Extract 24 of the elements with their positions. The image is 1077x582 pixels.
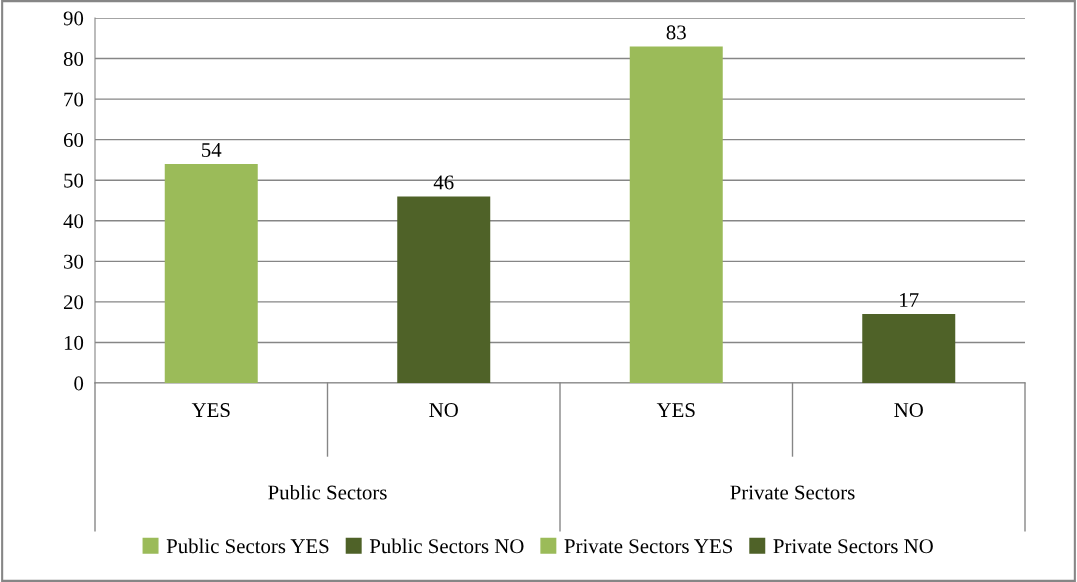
y-tick-label: 10 — [64, 335, 84, 350]
legend-label: Public Sectors NO — [369, 538, 524, 554]
data-label: 17 — [900, 293, 919, 307]
data-label: 83 — [666, 25, 686, 40]
data-label: 46 — [433, 175, 454, 190]
x-tick-label: NO — [894, 403, 923, 418]
data-label: 54 — [202, 143, 222, 157]
y-tick-label: 40 — [63, 214, 84, 229]
text: Public Sectors — [268, 484, 387, 500]
y-tick-label: 70 — [64, 92, 84, 107]
y-tick-label: 20 — [63, 295, 84, 310]
y-tick-label: 90 — [63, 11, 84, 26]
legend-label: Private Sectors NO — [773, 539, 933, 554]
legend-label: Private Sectors YES — [564, 539, 733, 554]
y-tick-label: 50 — [64, 173, 84, 188]
y-tick-label: 30 — [64, 254, 84, 269]
legend-label: Public Sectors YES — [166, 538, 329, 554]
y-tick-label: 60 — [63, 133, 84, 148]
x-tick-label: YES — [191, 403, 230, 418]
x-tick-label: YES — [656, 403, 695, 418]
text: Private Sectors — [730, 485, 855, 500]
y-tick-label: 0 — [74, 376, 84, 391]
y-tick-label: 80 — [63, 51, 84, 66]
x-tick-label: NO — [429, 403, 458, 418]
